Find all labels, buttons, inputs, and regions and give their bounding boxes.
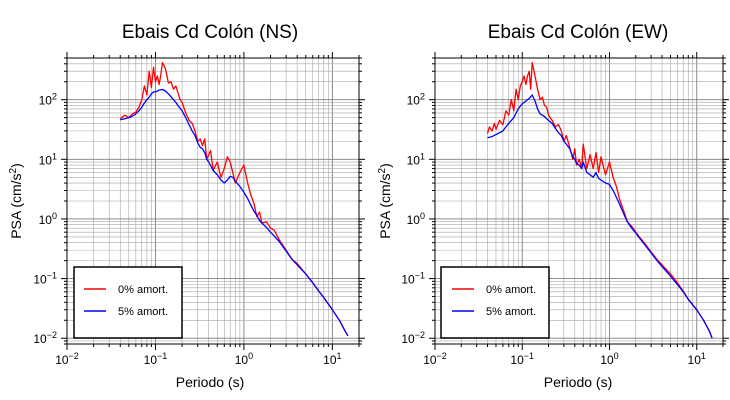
y-tick-label: 10−1	[401, 271, 425, 287]
y-tick-label: 10−2	[401, 330, 425, 346]
chart-title: Ebais Cd Colón (EW)	[488, 22, 669, 43]
legend: 0% amort. 5% amort.	[73, 266, 183, 339]
legend-label-1: 5% amort.	[486, 306, 536, 318]
x-tick-label: 10−1	[510, 351, 534, 367]
y-tick-label: 102	[39, 92, 57, 108]
grid-lines	[66, 57, 360, 345]
legend-label-0: 0% amort.	[118, 284, 168, 296]
legend-box	[73, 266, 183, 339]
y-tick-label: 101	[39, 151, 57, 167]
y-axis-label: PSA (cm/s2)	[8, 163, 24, 239]
legend: 0% amort. 5% amort.	[440, 266, 550, 339]
series-line-1	[487, 94, 713, 339]
axis-ticks: 10−2 10−1 100 101 10−2 10−1 100 101 102	[33, 52, 365, 367]
chart-panel-ew: Ebais Cd Colón (EW) 10−2 10−1 100 10110−210…	[377, 22, 729, 390]
axis-ticks: 10−2 10−1 100 101 10−2 10−1 100 101 102	[401, 52, 729, 367]
x-tick-label: 10−1	[144, 351, 168, 367]
x-tick-label: 101	[688, 351, 706, 367]
x-axis-label: Periodo (s)	[176, 374, 244, 390]
series-lines	[119, 61, 349, 337]
y-tick-label: 10−2	[33, 330, 57, 346]
x-tick-label: 100	[600, 351, 618, 367]
chart-title: Ebais Cd Colón (NS)	[122, 22, 298, 43]
y-tick-label: 100	[407, 211, 425, 227]
x-tick-label: 100	[235, 351, 253, 367]
x-axis-label: Periodo (s)	[544, 374, 612, 390]
y-tick-label: 101	[407, 151, 425, 167]
x-tick-label: 10−2	[55, 351, 79, 367]
chart-panel-ns: Ebais Cd Colón (NS) 10−2 10−1 100 10110−210…	[8, 22, 365, 390]
legend-box	[440, 266, 550, 339]
y-tick-label: 10−1	[33, 271, 57, 287]
y-tick-label: 100	[39, 211, 57, 227]
legend-label-1: 5% amort.	[118, 306, 168, 318]
series-lines	[486, 61, 713, 339]
x-tick-label: 101	[323, 351, 341, 367]
x-tick-label: 10−2	[423, 351, 447, 367]
y-tick-label: 102	[407, 92, 425, 108]
legend-label-0: 0% amort.	[486, 284, 536, 296]
series-line-1	[120, 88, 349, 337]
y-axis-label: PSA (cm/s2)	[377, 163, 393, 239]
